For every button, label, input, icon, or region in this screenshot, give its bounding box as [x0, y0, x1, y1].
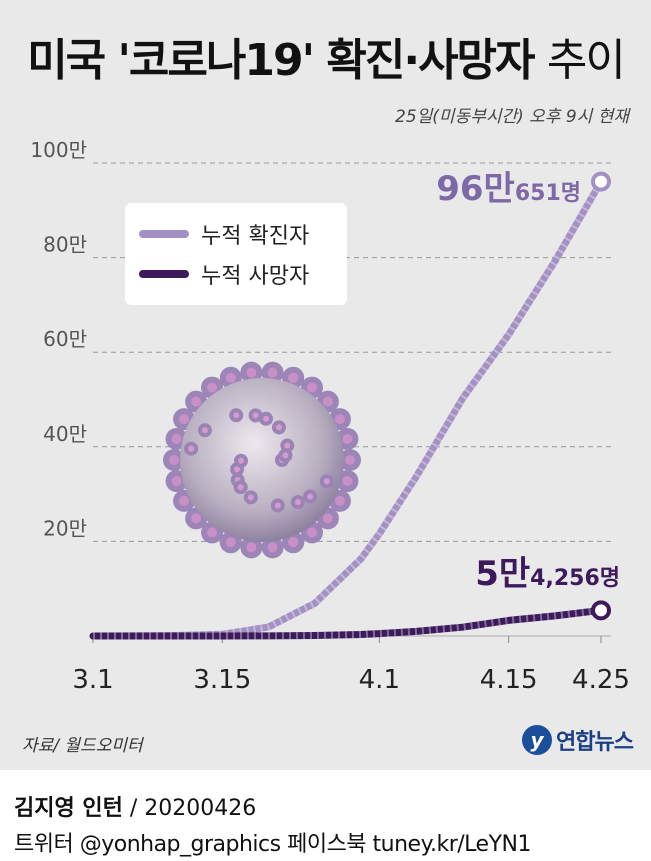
x-tick-label: 4.25 [572, 665, 630, 695]
virus-spike-tip [237, 484, 244, 491]
legend-item-confirmed: 누적 확진자 [139, 219, 309, 249]
end-value-small: 4,256명 [530, 566, 620, 591]
legend-swatch-deaths [139, 270, 189, 278]
yonhap-logo-icon: y [522, 725, 553, 755]
virus-spike-tip [179, 414, 190, 425]
virus-spike-tip [238, 457, 245, 464]
virus-spike-tip [252, 412, 259, 419]
virus-spike-tip [233, 412, 240, 419]
end-value-label-deaths: 5만4,256명 [475, 554, 620, 594]
credit-line: 김지영 인턴 / 20200426 [14, 790, 256, 822]
x-tick-label: 4.1 [359, 665, 400, 695]
virus-spike-tip [275, 424, 282, 431]
virus-spike-tip [345, 455, 355, 465]
credit-date: / 20200426 [122, 796, 257, 821]
virus-spike-tip [284, 442, 291, 449]
x-tick-label: 3.15 [193, 665, 251, 695]
virus-spike-tip [188, 445, 195, 452]
virus-spike-tip [322, 396, 333, 407]
virus-spike-tip [207, 382, 218, 393]
virus-body [180, 378, 344, 542]
as-of-note: 25일(미동부시간) 오후 9시 현재 [395, 107, 629, 127]
virus-spike-tip [191, 513, 202, 524]
virus-spike-tip [247, 494, 254, 501]
virus-spike-tip [246, 367, 257, 378]
end-value-label-confirmed: 96만651명 [436, 169, 581, 209]
legend-label-confirmed: 누적 확진자 [201, 224, 310, 249]
virus-spike-tip [225, 537, 236, 548]
virus-spike-tip [263, 415, 270, 422]
end-value-small: 651명 [515, 181, 581, 206]
social-links: 트위터 @yonhap_graphics 페이스북 tuney.kr/LeYN1 [14, 832, 531, 857]
end-value-big: 5만 [475, 554, 530, 594]
virus-spike-tip [334, 414, 345, 425]
virus-spike-tip [171, 433, 182, 444]
page-title: 미국 '코로나19' 확진·사망자 추이 [0, 24, 651, 88]
virus-spike-tip [207, 527, 218, 538]
series-texture-deaths [93, 606, 602, 640]
virus-spike-tip [274, 502, 281, 509]
series-end-point-confirmed [591, 171, 611, 192]
y-tick-label: 80만 [43, 233, 87, 257]
virus-spike-tip [246, 542, 257, 553]
end-value-big: 96만 [436, 169, 515, 209]
title-main: 미국 '코로나19' 확진·사망자 [27, 35, 535, 86]
series-end-point-deaths [591, 600, 611, 621]
y-tick-label: 40만 [43, 422, 87, 446]
virus-spike-tip [179, 495, 190, 506]
virus-spike-tip [306, 382, 317, 393]
virus-spike-tip [294, 499, 301, 506]
virus-spike-tip [225, 372, 236, 383]
virus-spike-tip [267, 367, 278, 378]
virus-spike-tip [171, 476, 182, 487]
virus-spike-tip [342, 476, 353, 487]
legend-swatch-confirmed [139, 230, 189, 238]
virus-spike-tip [191, 396, 202, 407]
virus-spike-tip [323, 478, 330, 485]
virus-spike-tip [307, 493, 314, 500]
yonhap-logo: y 연합뉴스 [522, 724, 634, 756]
x-tick-label: 4.15 [480, 665, 538, 695]
x-tick-label: 3.1 [72, 665, 113, 695]
virus-spike-tip [234, 466, 241, 473]
logo-text: 연합뉴스 [556, 730, 634, 755]
virus-spike-tip [201, 427, 208, 434]
virus-spike-tip [306, 527, 317, 538]
source-note: 자료/ 월드오미터 [22, 736, 143, 756]
y-tick-label: 20만 [43, 516, 87, 540]
virus-spike-tip [334, 495, 345, 506]
line-chart: 20만 40만 60만 80만 100만 3.1 3.15 4.1 4.15 4.25 96만65… [30, 138, 630, 695]
series-texture-confirmed [92, 179, 605, 640]
legend-item-deaths: 누적 사망자 [139, 259, 309, 289]
virus-spike-tip [267, 542, 278, 553]
virus-spike-tip [288, 537, 299, 548]
y-tick-label: 60만 [43, 327, 87, 351]
coronavirus-icon [163, 361, 361, 559]
y-tick-label: 100만 [30, 138, 87, 162]
series-line-deaths [89, 606, 605, 640]
virus-spike-tip [322, 513, 333, 524]
virus-spike-tip [342, 433, 353, 444]
virus-spike-tip [169, 455, 179, 465]
legend-label-deaths: 누적 사망자 [201, 264, 310, 289]
virus-spike-tip [282, 452, 289, 459]
chart-panel [0, 0, 651, 770]
title-suffix: 추이 [546, 35, 626, 86]
virus-spike-tip [288, 372, 299, 383]
legend: 누적 확진자 누적 사망자 [125, 203, 347, 305]
credit-author: 김지영 인턴 [14, 796, 123, 821]
